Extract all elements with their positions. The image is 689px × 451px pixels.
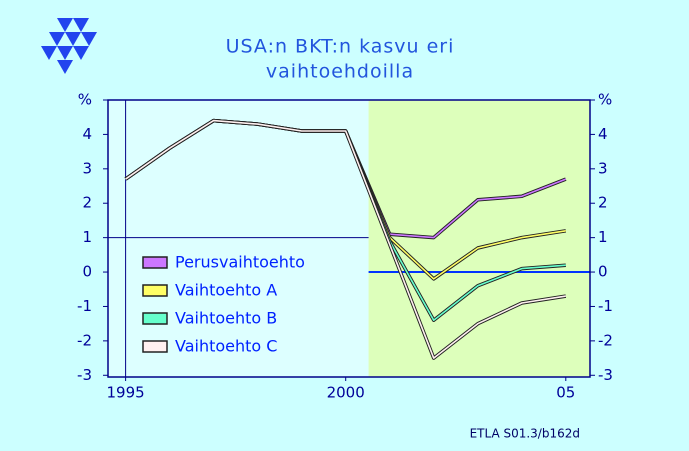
y-tick-label: 1	[82, 228, 92, 246]
logo	[41, 18, 97, 74]
y2-tick-label: -2	[598, 331, 613, 349]
x-tick-label: 05	[556, 384, 575, 402]
y-tick-label: 2	[82, 194, 92, 212]
legend-swatch	[142, 284, 168, 297]
y-tick-label: 0	[82, 263, 92, 281]
y2-tick-label: -3	[598, 366, 613, 384]
series-line	[125, 119, 566, 359]
y2-tick-label: 4	[598, 125, 608, 143]
source-note: ETLA S01.3/b162d	[470, 427, 580, 441]
legend-label: Vaihtoehto C	[175, 337, 277, 356]
y2-tick-label: 1	[598, 228, 608, 246]
y-tick-label: -1	[77, 297, 92, 315]
legend-swatch	[142, 340, 168, 353]
legend-label: Vaihtoehto A	[175, 281, 277, 300]
y-tick-label: 4	[82, 125, 92, 143]
forecast-shade	[368, 100, 590, 377]
y2-tick-label: %	[598, 91, 612, 109]
plot-border	[107, 99, 591, 378]
chart-title: vaihtoehdoilla	[266, 61, 414, 83]
legend-label: Perusvaihtoehto	[175, 253, 305, 272]
y2-tick-label: 3	[598, 159, 608, 177]
x-tick-label: 2000	[327, 384, 365, 402]
y2-tick-label: 2	[598, 194, 608, 212]
y2-tick-label: 0	[598, 263, 608, 281]
y-tick-label: 3	[82, 159, 92, 177]
y2-tick-label: -1	[598, 297, 613, 315]
y-tick-label: %	[78, 91, 92, 109]
y-tick-label: -2	[77, 331, 92, 349]
legend-swatch	[142, 312, 168, 325]
x-tick-label: 1995	[107, 384, 145, 402]
legend-swatch	[142, 256, 168, 269]
chart-title: USA:n BKT:n kasvu eri	[226, 36, 455, 58]
legend-label: Vaihtoehto B	[175, 309, 277, 328]
y-tick-label: -3	[77, 366, 92, 384]
